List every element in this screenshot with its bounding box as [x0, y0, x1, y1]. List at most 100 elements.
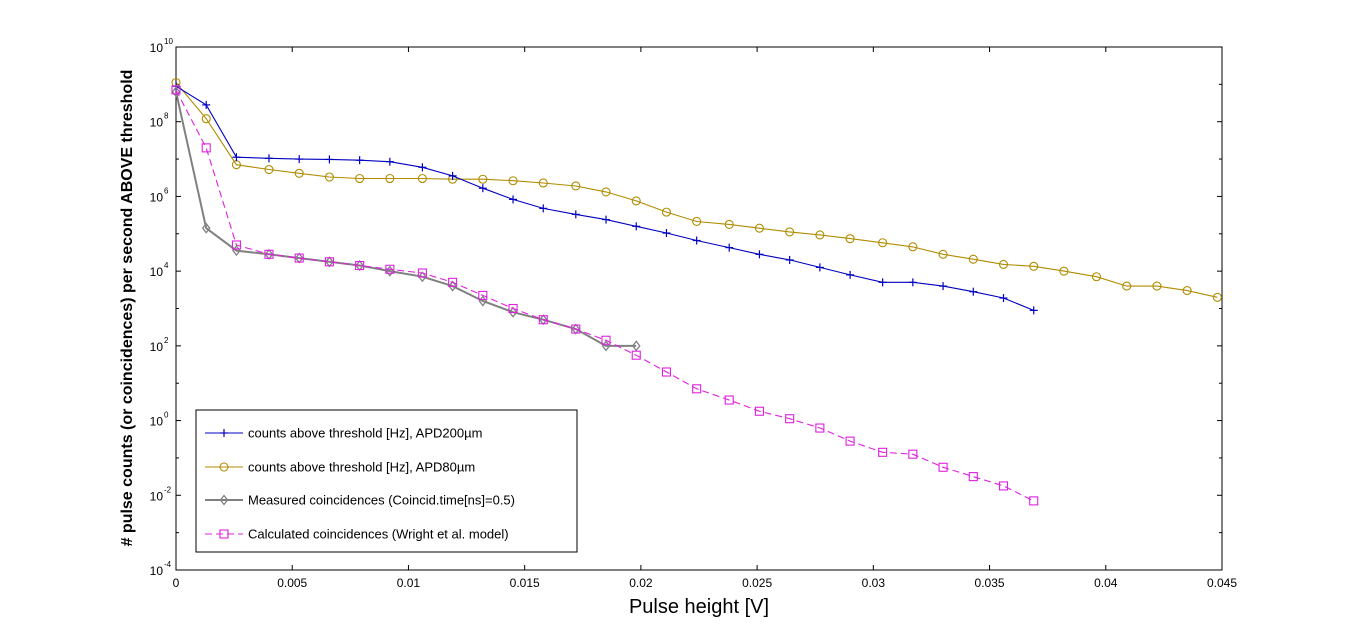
data-point — [385, 157, 394, 166]
series-layer — [171, 77, 1222, 506]
data-point — [508, 176, 518, 186]
data-point — [294, 168, 304, 178]
data-point — [785, 414, 795, 424]
legend-entry: Calculated coincidences (Wright et al. m… — [205, 527, 509, 542]
x-tick-label: 0.02 — [629, 576, 653, 590]
y-tick-label: 10 — [150, 116, 164, 130]
data-point — [418, 163, 427, 172]
data-point — [908, 242, 918, 252]
data-point — [1059, 266, 1069, 276]
series-line — [175, 89, 1034, 502]
data-point — [448, 280, 457, 292]
data-point — [448, 171, 457, 180]
y-tick-label: 10 — [150, 41, 164, 55]
data-point — [448, 277, 458, 287]
data-point — [201, 222, 211, 234]
data-point — [1091, 272, 1102, 282]
series-1 — [172, 82, 1038, 315]
data-point — [908, 278, 917, 287]
data-point — [908, 449, 918, 459]
data-point — [998, 481, 1009, 491]
data-point — [478, 174, 488, 184]
y-tick-label: 10 — [150, 265, 164, 279]
legend-label: counts above threshold [Hz], APD200µm — [248, 426, 482, 441]
data-point — [294, 253, 304, 263]
legend-entry: Measured coincidences (Coincid.time[ns]=… — [205, 493, 515, 508]
x-tick-label: 0.045 — [1207, 576, 1237, 590]
legend-label: Measured coincidences (Coincid.time[ns]=… — [248, 493, 515, 508]
data-point — [692, 384, 702, 394]
data-point — [1029, 261, 1039, 271]
data-point — [231, 240, 241, 250]
x-tick-label: 0 — [173, 576, 180, 590]
data-point — [508, 306, 518, 318]
data-point — [538, 315, 548, 325]
legend-entry: counts above threshold [Hz], APD200µm — [205, 426, 482, 441]
legend-marker — [219, 462, 229, 472]
data-point — [355, 260, 365, 271]
y-tick-label: 10 — [150, 415, 164, 429]
axis-ticks — [175, 46, 1223, 571]
y-tick-exponent: 8 — [164, 112, 169, 121]
data-point — [878, 447, 888, 457]
data-point — [571, 324, 581, 334]
data-point — [846, 270, 855, 279]
data-point — [232, 153, 241, 162]
data-point — [202, 100, 211, 109]
legend: counts above threshold [Hz], APD200µm cou… — [195, 409, 578, 553]
data-point — [815, 263, 824, 272]
data-point — [662, 229, 671, 238]
data-point — [631, 350, 641, 360]
data-point — [418, 271, 427, 283]
data-point — [878, 238, 888, 248]
data-point — [417, 268, 427, 278]
x-tick-label: 0.015 — [510, 576, 540, 590]
y-tick-exponent: -2 — [164, 485, 172, 494]
data-point — [998, 259, 1009, 269]
data-point — [571, 210, 580, 219]
data-point — [999, 294, 1008, 303]
x-tick-label: 0.025 — [742, 576, 772, 590]
data-point — [1212, 292, 1222, 302]
data-point — [938, 249, 948, 259]
data-point — [539, 204, 548, 213]
data-point — [692, 236, 701, 245]
y-axis-label: # pulse counts (or coincidences) per sec… — [119, 70, 136, 547]
data-point — [815, 423, 825, 433]
data-point — [969, 287, 978, 296]
data-point — [968, 472, 978, 482]
data-point — [1182, 286, 1192, 296]
data-point — [478, 290, 488, 300]
x-tick-label: 0.03 — [862, 576, 886, 590]
data-point — [385, 264, 395, 274]
data-point — [264, 164, 274, 175]
legend-box — [195, 409, 578, 553]
legend-marker — [219, 529, 229, 539]
data-point — [201, 114, 211, 124]
data-point — [324, 172, 334, 182]
x-tick-labels: 0 0.005 0.01 0.015 0.02 0.025 0.03 0.035 0.04 0.0… — [173, 576, 1238, 590]
data-point — [601, 335, 611, 345]
data-point — [355, 173, 365, 184]
data-point — [1029, 306, 1038, 315]
data-point — [478, 184, 487, 193]
data-point — [324, 257, 334, 267]
data-point — [845, 234, 855, 244]
data-point — [295, 155, 304, 164]
data-point — [601, 187, 611, 197]
series-4 — [171, 85, 1039, 506]
data-point — [355, 156, 364, 165]
legend-marker — [220, 429, 228, 437]
data-point — [417, 173, 427, 184]
data-point — [785, 255, 794, 264]
data-point — [508, 303, 518, 314]
data-point — [631, 340, 641, 352]
data-point — [1122, 281, 1132, 291]
data-point — [938, 462, 948, 472]
data-point — [968, 254, 978, 264]
data-point — [201, 143, 211, 153]
series-2 — [171, 77, 1222, 302]
x-tick-label: 0.04 — [1094, 576, 1118, 590]
data-point — [755, 250, 764, 259]
